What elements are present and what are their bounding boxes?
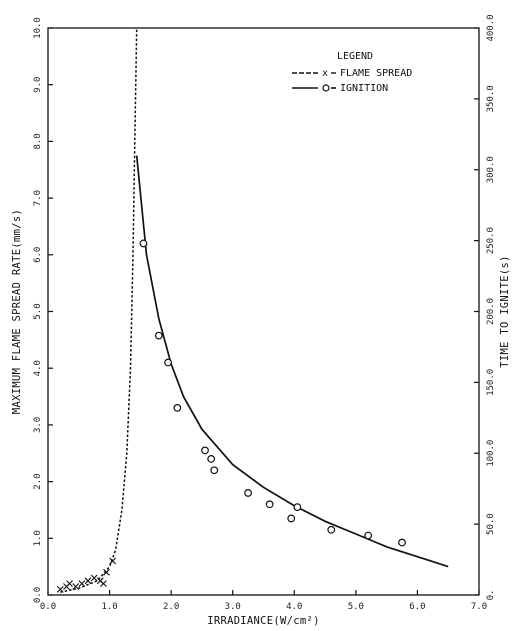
flame-spread-point-stroke <box>56 585 64 593</box>
y-tick-label: 3.0 <box>33 417 43 433</box>
ignition-curve <box>135 155 449 568</box>
x-tick-label: 7.0 <box>471 602 487 612</box>
ignition-point <box>139 239 148 248</box>
y-tick-label: 10.0 <box>33 17 43 39</box>
series-layer <box>56 27 449 593</box>
flame-spread-point <box>103 568 110 576</box>
x-tick-label: 4.0 <box>286 602 302 612</box>
y-tick-label: 9.0 <box>33 77 43 93</box>
flame-spread-point <box>72 583 80 590</box>
x-tick-label: 6.0 <box>409 602 425 612</box>
plot-frame <box>47 27 480 596</box>
y2-tick-label: 150.0 <box>486 369 496 396</box>
legend-flame-spread-marker: x <box>322 68 328 79</box>
ignition-point <box>327 525 336 534</box>
flame-spread-point <box>66 580 73 588</box>
flame-spread-point-stroke <box>100 580 107 588</box>
x-tick-label: 0.0 <box>40 602 56 612</box>
right-axis-ticks: 0. 50.0 100.0 150.0 200.0 250.0 300.0 350.0 400.… <box>474 14 496 600</box>
flame-spread-point <box>100 580 107 588</box>
x-axis-title: IRRADIANCE(W/cm²) <box>207 615 320 627</box>
x-axis-ticks: 0.0 1.0 2.0 3.0 4.0 5.0 6.0 7.0 <box>40 590 487 612</box>
ignition-point <box>210 466 219 475</box>
y2-tick-label: 300.0 <box>486 156 496 183</box>
ignition-point <box>173 403 182 412</box>
flame-spread-point <box>78 580 86 588</box>
y-tick-label: 6.0 <box>33 247 43 263</box>
y2-tick-label: 50.0 <box>486 513 496 535</box>
flame-spread-curve <box>60 27 138 593</box>
flame-spread-point <box>109 557 117 565</box>
y-tick-label: 2.0 <box>33 473 43 489</box>
left-axis-ticks: 0.0 1.0 2.0 3.0 4.0 5.0 6.0 7.0 8.0 9.0 10.0 <box>33 17 53 603</box>
flame-spread-point-stroke <box>103 568 110 576</box>
x-tick-label: 1.0 <box>101 602 117 612</box>
y-tick-label: 5.0 <box>33 303 43 319</box>
x-tick-label: 3.0 <box>225 602 241 612</box>
y2-tick-label: 250.0 <box>486 227 496 254</box>
y2-tick-label: 200.0 <box>486 298 496 325</box>
flame-spread-point <box>84 577 92 585</box>
y2-tick-label: 350.0 <box>486 85 496 112</box>
ignition-point <box>265 500 274 509</box>
y-tick-label: 4.0 <box>33 360 43 376</box>
flame-spread-point-stroke <box>109 557 117 565</box>
flame-spread-point-stroke <box>90 574 98 582</box>
legend-flame-spread-label: FLAME SPREAD <box>340 68 412 79</box>
ignition-point <box>201 446 209 455</box>
legend-title: LEGEND <box>337 51 373 62</box>
ignition-point <box>364 531 373 540</box>
y-tick-label: 0.0 <box>33 587 43 603</box>
flame-spread-point-stroke <box>84 577 92 585</box>
ignition-point <box>287 514 296 523</box>
y2-axis-title: TIME TO IGNITE(s) <box>499 255 511 368</box>
y-axis-title: MAXIMUM FLAME SPREAD RATE(mm/s) <box>11 209 23 414</box>
y-tick-label: 8.0 <box>33 133 43 149</box>
y-tick-label: 7.0 <box>33 190 43 206</box>
y2-tick-label: 100.0 <box>486 440 496 467</box>
flame-spread-point-stroke <box>66 580 73 588</box>
flame-spread-point <box>90 574 98 582</box>
legend-ignition-marker <box>322 84 330 92</box>
ignition-point <box>244 489 253 497</box>
y-tick-label: 1.0 <box>33 530 43 546</box>
flame-spread-point-stroke <box>78 580 86 588</box>
y2-tick-label: 400.0 <box>486 14 496 41</box>
legend-ignition-label: IGNITION <box>340 83 388 94</box>
flame-spread-point <box>56 585 64 593</box>
ignition-point <box>398 538 406 547</box>
flame-spread-point-stroke <box>72 583 80 590</box>
ignition-point <box>207 455 216 463</box>
y2-tick-label: 0. <box>486 590 496 601</box>
x-tick-label: 5.0 <box>348 602 364 612</box>
ignition-point <box>293 503 302 512</box>
legend: LEGEND x FLAME SPREAD IGNITION <box>292 51 412 94</box>
ignition-point <box>164 358 172 367</box>
x-tick-label: 2.0 <box>163 602 179 612</box>
ignition-point <box>154 331 163 340</box>
